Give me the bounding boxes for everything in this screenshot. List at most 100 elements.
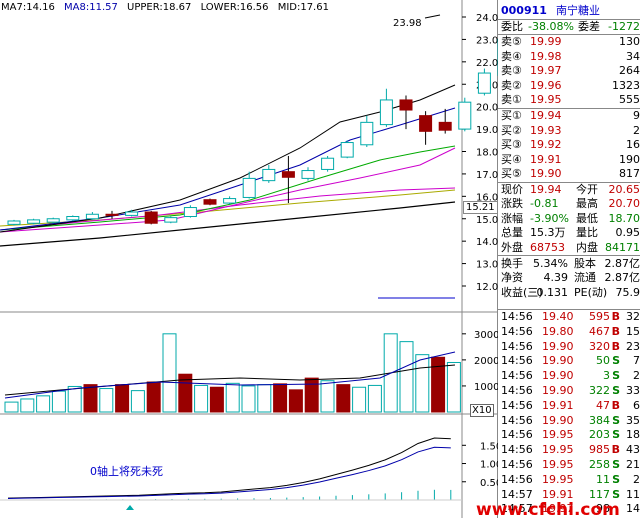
tick-count: 23 xyxy=(626,339,640,353)
tick-count: 14 xyxy=(626,502,640,516)
tick-direction: S xyxy=(612,413,620,427)
price-axis-label: 24.00 xyxy=(476,13,498,24)
tick-direction: S xyxy=(612,354,620,368)
stat-value: -0.81 xyxy=(530,197,559,211)
stat-label2: 最低 xyxy=(576,211,598,225)
candle-body xyxy=(340,142,354,158)
tick-row: 14:57 19.91 117 S 11 xyxy=(498,488,640,503)
candle-body xyxy=(399,99,413,111)
volume-bar xyxy=(99,388,114,413)
price-axis-label: 20.00 xyxy=(476,103,498,114)
fin-value: 0.131 xyxy=(536,285,569,299)
weicha-value: -1272 xyxy=(608,20,640,33)
tick-time: 14:57 xyxy=(501,502,533,516)
volume-bar xyxy=(194,384,209,413)
indicator-line-dif xyxy=(7,437,451,499)
candle-body xyxy=(262,168,276,182)
stock-code: 000911 xyxy=(501,4,547,17)
weicha-label: 委差 xyxy=(578,20,600,33)
sell-level-volume: 34 xyxy=(626,49,640,63)
buy-level-volume: 190 xyxy=(619,152,640,166)
volume-bar xyxy=(257,384,272,413)
volume-bar xyxy=(162,333,177,413)
stat-value: 19.94 xyxy=(530,183,562,196)
sell-level-label: 卖⑤ xyxy=(501,35,522,48)
tick-price: 19.80 xyxy=(542,324,574,338)
tick-row: 14:56 19.95 985 B 43 xyxy=(498,443,640,458)
tick-volume: 203 xyxy=(589,428,610,442)
volume-bar xyxy=(367,384,382,413)
candle-body xyxy=(66,216,80,221)
candle-body xyxy=(301,170,315,179)
tick-time: 14:56 xyxy=(501,472,533,486)
tick-volume: 595 xyxy=(589,310,610,323)
sell-level-row: 卖② 19.96 1323 xyxy=(498,79,640,93)
buy-level-volume: 817 xyxy=(619,167,640,181)
price-axis-label: 15.00 xyxy=(476,215,498,226)
tick-time: 14:57 xyxy=(501,487,533,501)
sell-level-volume: 130 xyxy=(619,35,640,48)
sell-level-volume: 264 xyxy=(619,64,640,78)
weibi-row: 委比 -38.08% 委差 -1272 xyxy=(498,20,640,34)
tick-price: 19.97 xyxy=(542,502,574,516)
tick-count: 11 xyxy=(626,487,640,501)
tick-count: 6 xyxy=(633,398,640,412)
candle-body xyxy=(438,121,452,131)
buy-level-row: 买① 19.94 9 xyxy=(498,109,640,123)
tick-count: 18 xyxy=(626,428,640,442)
tick-price: 19.40 xyxy=(542,310,574,323)
candle-body xyxy=(477,72,491,94)
candle-body xyxy=(223,198,237,204)
candle-body xyxy=(183,207,197,218)
tick-volume: 3 xyxy=(603,369,610,383)
sell-level-row: 卖④ 19.98 34 xyxy=(498,50,640,64)
fin-label2: 股本 xyxy=(574,257,596,270)
tick-direction: S xyxy=(612,428,620,442)
tick-direction: S xyxy=(612,472,620,486)
buy-level-row: 买⑤ 19.90 817 xyxy=(498,167,640,181)
sell-level-price: 19.95 xyxy=(530,93,562,107)
tick-count: 21 xyxy=(626,458,640,471)
tick-price: 19.90 xyxy=(542,339,574,353)
candle-body xyxy=(46,218,60,223)
tick-direction: B xyxy=(611,324,620,338)
buy-level-label: 买④ xyxy=(501,152,522,166)
candle-body xyxy=(203,199,217,205)
stat-label: 现价 xyxy=(501,183,523,196)
tick-count: 7 xyxy=(633,354,640,368)
tick-time: 14:56 xyxy=(501,398,533,412)
stat-label: 涨幅 xyxy=(501,211,523,225)
volume-bar xyxy=(241,385,256,413)
volume-bar xyxy=(336,384,351,413)
buy-level-volume: 9 xyxy=(633,109,640,122)
tick-volume: 258 xyxy=(589,458,610,471)
volume-bar xyxy=(415,354,430,413)
candle-body xyxy=(144,211,158,224)
high-pointer-line xyxy=(424,14,441,19)
sell-level-price: 19.96 xyxy=(530,78,562,92)
tick-time: 14:56 xyxy=(501,354,533,368)
indicator-axis-label: 1.00 xyxy=(480,460,498,471)
tick-volume: 47 xyxy=(596,398,610,412)
kline-chart-area[interactable]: 24.0023.0022.0021.0020.0019.0018.0017.00… xyxy=(0,0,498,518)
tick-volume: 98 xyxy=(596,502,610,516)
buy-level-row: 买③ 19.92 16 xyxy=(498,138,640,152)
price-axis-label: 22.00 xyxy=(476,58,498,69)
kline-chart-svg[interactable]: 24.0023.0022.0021.0020.0019.0018.0017.00… xyxy=(0,0,498,518)
tick-row: 14:56 19.40 595 B 32 xyxy=(498,310,640,325)
tick-time: 14:56 xyxy=(501,428,533,442)
candle-body xyxy=(419,115,433,132)
volume-ma-blue xyxy=(4,351,456,399)
stat-value2: 84171 xyxy=(605,240,640,254)
weibi-label: 委比 xyxy=(501,20,523,33)
cursor-arrow-icon xyxy=(126,505,134,510)
indicator-axis-label: 1.50 xyxy=(480,441,498,452)
quote-panel: 000911 南宁糖业 委比 -38.08% 委差 -1272 卖⑤ 19.99 130 卖④ 19… xyxy=(498,0,640,518)
volume-bar xyxy=(115,384,130,413)
tick-row: 14:56 19.95 258 S 21 xyxy=(498,458,640,473)
separator xyxy=(498,34,640,35)
fin-value: 4.39 xyxy=(543,271,569,285)
sell-level-label: 卖③ xyxy=(501,64,522,78)
stat-label: 总量 xyxy=(501,226,523,240)
stat-value: 68753 xyxy=(530,240,565,254)
